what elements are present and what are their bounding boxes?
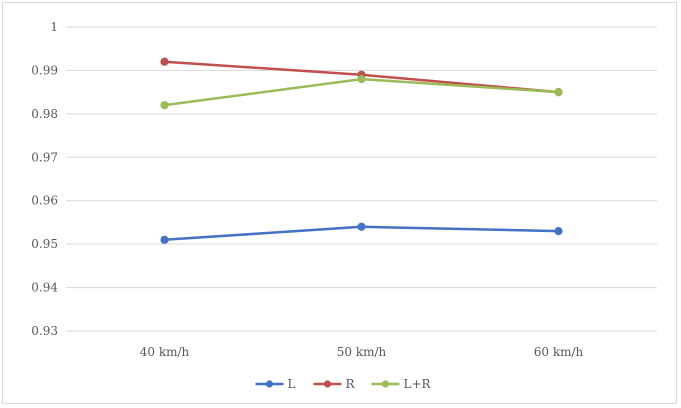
data-point (357, 222, 366, 231)
y-tick-label: 1 (50, 20, 58, 34)
y-tick-label: 0.96 (31, 194, 58, 208)
data-point (160, 101, 169, 110)
legend-marker (381, 380, 390, 388)
chart-frame (2, 2, 677, 404)
x-tick-label: 60 km/h (534, 345, 584, 359)
y-tick-label: 0.97 (31, 150, 58, 164)
legend-marker (265, 380, 274, 388)
y-tick-label: 0.95 (31, 237, 58, 251)
x-tick-label: 40 km/h (140, 345, 190, 359)
legend-label: L (288, 377, 296, 391)
legend-label: R (346, 377, 356, 391)
x-tick-label: 50 km/h (337, 345, 387, 359)
y-tick-label: 0.94 (31, 281, 58, 295)
y-tick-label: 0.98 (31, 107, 58, 121)
y-tick-label: 0.99 (31, 63, 58, 77)
data-point (554, 227, 563, 236)
data-point (554, 88, 563, 97)
data-point (160, 235, 169, 244)
legend-label: L+R (404, 377, 432, 391)
y-tick-label: 0.93 (31, 324, 58, 338)
legend-marker (323, 380, 332, 388)
data-point (357, 75, 366, 84)
data-point (160, 57, 169, 66)
